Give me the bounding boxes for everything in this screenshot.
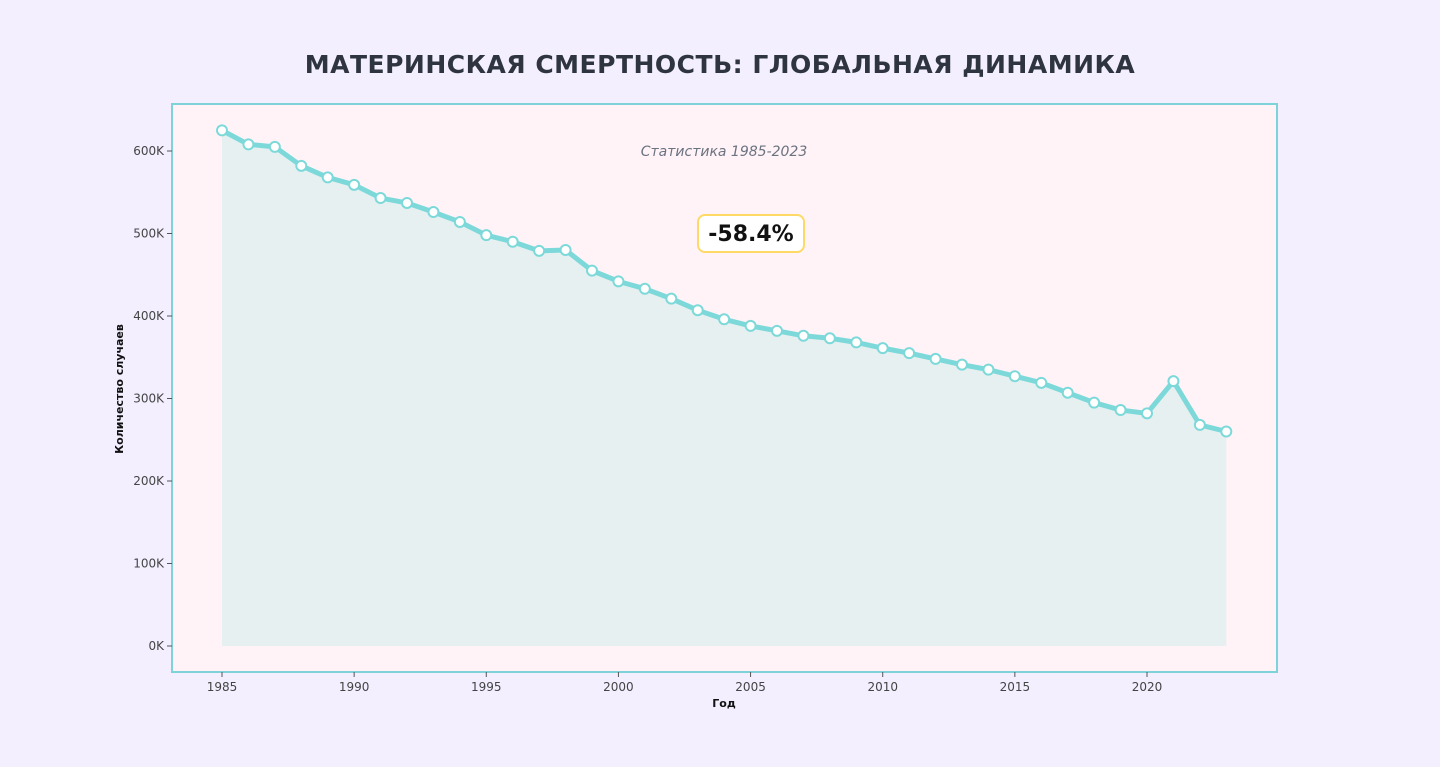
x-tick-label: 1985 — [207, 680, 238, 694]
data-point-2022 — [1193, 418, 1206, 431]
data-point-2000 — [612, 275, 625, 288]
x-tick-label: 1990 — [339, 680, 370, 694]
data-point-2019 — [1114, 404, 1127, 417]
y-tick-label: 400K — [133, 309, 165, 323]
y-tick-label: 600K — [133, 144, 165, 158]
data-point-2018 — [1088, 396, 1101, 409]
data-point-1997 — [533, 244, 546, 257]
data-point-2013 — [956, 358, 968, 371]
y-tick-label: 200K — [133, 474, 165, 488]
data-point-2009 — [850, 336, 863, 349]
data-point-2010 — [876, 342, 889, 355]
chart-subtitle: Статистика 1985-2023 — [641, 144, 808, 160]
data-point-1990 — [348, 178, 361, 191]
data-point-1986 — [242, 138, 255, 151]
y-tick-label: 100K — [133, 557, 165, 571]
y-tick-label: 0K — [148, 639, 165, 653]
data-point-1987 — [268, 140, 281, 153]
data-point-2006 — [771, 324, 783, 337]
data-point-2007 — [797, 329, 810, 342]
data-point-1994 — [453, 215, 466, 228]
data-point-1985 — [216, 124, 228, 137]
x-tick-label: 1995 — [471, 680, 502, 694]
data-point-2023 — [1220, 425, 1233, 438]
data-point-1999 — [586, 264, 598, 277]
chart-title: МАТЕРИНСКАЯ СМЕРТНОСТЬ: ГЛОБАЛЬНАЯ ДИНАМ… — [304, 50, 1136, 79]
data-point-1991 — [374, 192, 387, 205]
data-point-1992 — [401, 196, 413, 209]
data-point-2008 — [823, 332, 836, 345]
data-point-2001 — [638, 282, 651, 295]
data-point-1989 — [321, 171, 334, 184]
data-point-1988 — [295, 159, 308, 172]
x-tick-label: 2000 — [603, 680, 634, 694]
data-point-1998 — [559, 244, 572, 256]
data-point-2015 — [1008, 370, 1021, 383]
x-tick-label: 2010 — [867, 680, 898, 694]
x-tick-label: 2015 — [1000, 680, 1031, 694]
data-point-1993 — [427, 206, 440, 219]
data-point-2016 — [1035, 376, 1048, 389]
y-tick-label: 500K — [133, 227, 165, 241]
area-fill — [222, 130, 1227, 646]
data-point-2021 — [1167, 375, 1180, 388]
data-point-1995 — [480, 229, 493, 242]
y-axis-label: Количество случаев — [113, 324, 126, 454]
x-tick-label: 2005 — [735, 680, 766, 694]
data-point-2012 — [929, 352, 942, 365]
data-point-1996 — [506, 235, 519, 248]
data-point-2004 — [718, 313, 731, 326]
y-tick-label: 300K — [133, 392, 165, 406]
x-axis-label: Год — [712, 697, 736, 710]
data-point-2011 — [903, 347, 916, 360]
data-point-2002 — [665, 292, 678, 305]
data-point-2017 — [1061, 386, 1074, 399]
data-point-2003 — [691, 304, 704, 317]
data-point-2005 — [744, 319, 757, 332]
data-point-2020 — [1141, 407, 1153, 420]
change-badge-text: -58.4% — [708, 222, 793, 247]
data-point-2014 — [982, 363, 995, 376]
change-badge — [697, 214, 805, 253]
x-tick-label: 2020 — [1132, 680, 1163, 694]
